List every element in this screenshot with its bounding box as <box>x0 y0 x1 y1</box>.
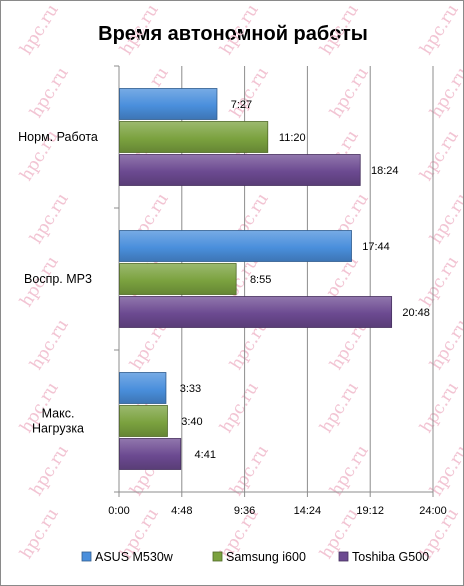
watermark-text: hpc.ru <box>16 505 63 563</box>
watermark-text: hpc.ru <box>426 190 464 248</box>
bar <box>119 372 167 404</box>
x-tick-label: 14:24 <box>294 505 322 517</box>
data-label: 3:40 <box>181 416 202 428</box>
legend-label: Samsung i600 <box>226 550 306 564</box>
x-tick-label: 0:00 <box>108 505 129 517</box>
watermark-text: hpc.ru <box>416 379 463 437</box>
watermark-text: hpc.ru <box>26 64 73 122</box>
x-tick-label: 24:00 <box>419 505 447 517</box>
legend-label: Toshiba G500 <box>352 550 429 564</box>
bar <box>119 88 218 120</box>
legend-swatch <box>212 551 223 562</box>
data-label: 8:55 <box>250 274 271 286</box>
category-label: Воспр. MP3 <box>24 272 92 286</box>
watermark-text: hpc.ru <box>226 442 273 500</box>
watermark-text: hpc.ru <box>426 64 464 122</box>
category-label: Макс. Нагрузка <box>32 407 84 436</box>
watermark-text: hpc.ru <box>16 1 63 59</box>
bar <box>119 296 393 328</box>
bar <box>119 121 269 153</box>
chart-title: Время автономной работы <box>98 23 368 45</box>
data-label: 11:20 <box>279 132 306 144</box>
watermark-text: hpc.ru <box>216 379 263 437</box>
bar <box>119 263 237 295</box>
legend-swatch <box>81 551 92 562</box>
watermark-text: hpc.ru <box>316 379 363 437</box>
watermark-text: hpc.ru <box>26 190 73 248</box>
watermark-text: hpc.ru <box>216 1 263 59</box>
data-label: 20:48 <box>402 307 430 319</box>
watermark-text: hpc.ru <box>116 1 163 59</box>
bar <box>119 405 168 437</box>
watermark-text: hpc.ru <box>416 253 463 311</box>
watermark-text: hpc.ru <box>316 1 363 59</box>
watermark-text: hpc.ru <box>226 64 273 122</box>
x-tick-label: 9:36 <box>234 505 255 517</box>
legend: ASUS M530w Samsung i600 Toshiba G500 <box>81 550 429 564</box>
watermark-text: hpc.ru <box>416 1 463 59</box>
bar <box>119 230 352 262</box>
watermark-text: hpc.ru <box>26 316 73 374</box>
watermark-text: hpc.ru <box>416 127 463 185</box>
data-label: 17:44 <box>362 241 390 253</box>
data-label: 4:41 <box>195 449 216 461</box>
watermark-text: hpc.ru <box>426 316 464 374</box>
data-label: 7:27 <box>231 99 252 111</box>
watermark-text: hpc.ru <box>326 442 373 500</box>
watermark-text: hpc.ru <box>326 64 373 122</box>
bar <box>119 438 182 470</box>
legend-label: ASUS M530w <box>95 550 174 564</box>
data-label: 18:24 <box>371 165 399 177</box>
bar <box>119 154 361 186</box>
legend-swatch <box>338 551 349 562</box>
x-tick-label: 4:48 <box>171 505 192 517</box>
category-label: Норм. Работа <box>18 130 98 144</box>
data-label: 3:33 <box>180 383 201 395</box>
watermark-text: hpc.ru <box>426 442 464 500</box>
x-tick-label: 19:12 <box>356 505 384 517</box>
watermark-text: hpc.ru <box>26 442 73 500</box>
